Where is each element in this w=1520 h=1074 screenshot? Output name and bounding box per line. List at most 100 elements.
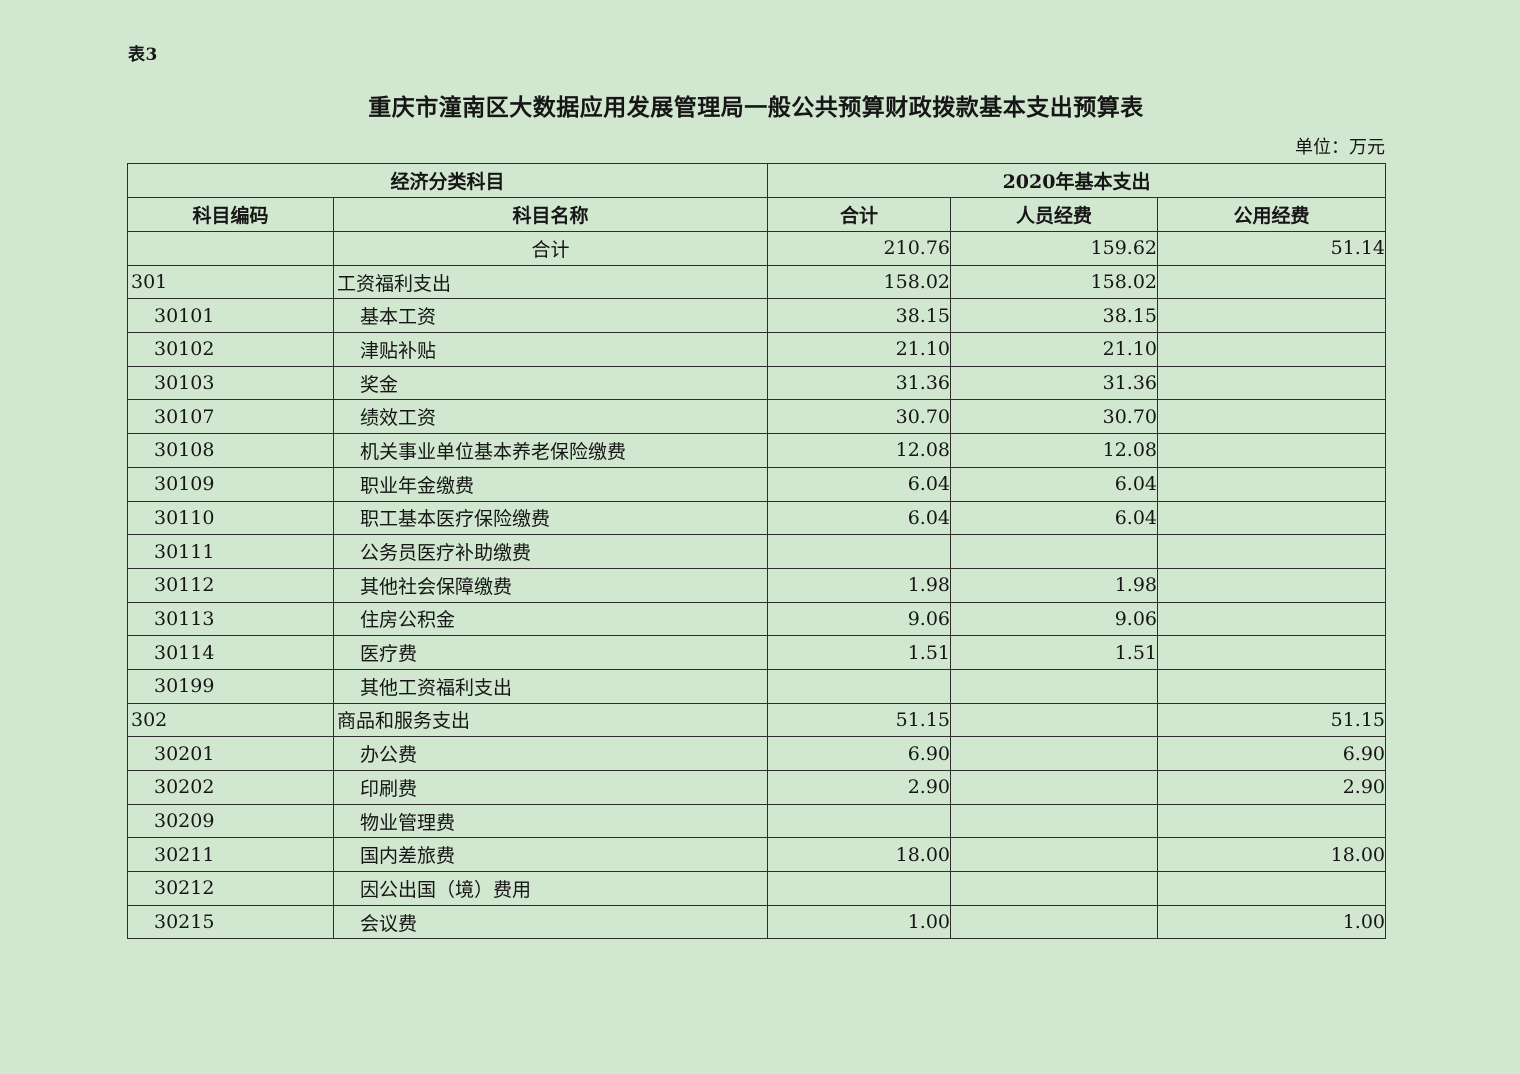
table-row: 30215 会议费 1.00 1.00 — [127, 904, 1387, 940]
cell-total: 1.51 — [767, 635, 952, 670]
cell-personnel-funds — [950, 736, 1159, 771]
cell-subject-name: 奖金 — [332, 365, 769, 401]
table-row: 30110 职工基本医疗保险缴费 6.04 6.04 — [127, 500, 1387, 536]
column-header-subject-code: 科目编码 — [127, 197, 334, 232]
cell-total: 38.15 — [767, 298, 952, 334]
cell-total: 2.90 — [767, 770, 952, 805]
cell-subject-name: 商品和服务支出 — [332, 702, 769, 738]
cell-total: 21.10 — [767, 332, 952, 367]
cell-total — [767, 668, 952, 704]
cell-total: 158.02 — [767, 264, 952, 300]
cell-subject-name: 津贴补贴 — [332, 332, 769, 367]
cell-subject-name: 机关事业单位基本养老保险缴费 — [332, 433, 769, 468]
cell-public-funds: 51.15 — [1157, 702, 1387, 738]
header-columns-row: 科目编码 科目名称 合计 人员经费 公用经费 — [127, 197, 1387, 232]
cell-personnel-funds: 159.62 — [950, 231, 1159, 266]
cell-personnel-funds: 12.08 — [950, 433, 1159, 468]
cell-personnel-funds: 21.10 — [950, 332, 1159, 367]
cell-personnel-funds — [950, 871, 1159, 906]
cell-subject-name: 因公出国（境）费用 — [332, 871, 769, 906]
cell-personnel-funds: 1.51 — [950, 635, 1159, 670]
cell-total: 210.76 — [767, 231, 952, 266]
cell-subject-code: 30109 — [127, 466, 334, 502]
cell-personnel-funds — [950, 770, 1159, 805]
cell-personnel-funds: 158.02 — [950, 264, 1159, 300]
cell-subject-name: 国内差旅费 — [332, 837, 769, 873]
cell-subject-name: 物业管理费 — [332, 803, 769, 839]
cell-public-funds — [1157, 399, 1387, 435]
cell-public-funds — [1157, 298, 1387, 334]
cell-personnel-funds — [950, 534, 1159, 569]
cell-public-funds: 1.00 — [1157, 904, 1387, 940]
cell-public-funds — [1157, 567, 1387, 603]
cell-personnel-funds: 6.04 — [950, 466, 1159, 502]
cell-subject-code: 30215 — [127, 904, 334, 940]
cell-subject-code: 301 — [127, 264, 334, 300]
cell-total: 6.90 — [767, 736, 952, 771]
cell-public-funds — [1157, 601, 1387, 637]
cell-total: 6.04 — [767, 500, 952, 536]
cell-subject-code: 30212 — [127, 871, 334, 906]
cell-public-funds: 18.00 — [1157, 837, 1387, 873]
cell-total: 30.70 — [767, 399, 952, 435]
cell-personnel-funds — [950, 837, 1159, 873]
cell-personnel-funds — [950, 803, 1159, 839]
cell-subject-name: 职工基本医疗保险缴费 — [332, 500, 769, 536]
cell-public-funds — [1157, 871, 1387, 906]
table-row: 302 商品和服务支出 51.15 51.15 — [127, 702, 1387, 738]
cell-subject-code: 30108 — [127, 433, 334, 468]
table-row: 30209 物业管理费 — [127, 803, 1387, 839]
cell-subject-code: 30103 — [127, 365, 334, 401]
cell-public-funds — [1157, 332, 1387, 367]
cell-subject-code: 30209 — [127, 803, 334, 839]
table-row: 30212 因公出国（境）费用 — [127, 871, 1387, 906]
cell-total — [767, 534, 952, 569]
cell-subject-code: 30113 — [127, 601, 334, 637]
cell-subject-code: 30102 — [127, 332, 334, 367]
table-row: 30199 其他工资福利支出 — [127, 668, 1387, 704]
cell-public-funds — [1157, 500, 1387, 536]
cell-personnel-funds — [950, 904, 1159, 940]
page-title: 重庆市潼南区大数据应用发展管理局一般公共预算财政拨款基本支出预算表 — [368, 94, 1144, 120]
cell-subject-name: 绩效工资 — [332, 399, 769, 435]
cell-subject-code: 30107 — [127, 399, 334, 435]
cell-subject-code: 30211 — [127, 837, 334, 873]
header-2020-basic-expenditure: 2020年基本支出 — [767, 163, 1387, 198]
table-row: 合计 210.76 159.62 51.14 — [127, 231, 1387, 266]
column-header-subject-name: 科目名称 — [332, 197, 769, 232]
table-row: 30102 津贴补贴 21.10 21.10 — [127, 332, 1387, 367]
cell-subject-name: 职业年金缴费 — [332, 466, 769, 502]
cell-public-funds — [1157, 803, 1387, 839]
table-row: 30108 机关事业单位基本养老保险缴费 12.08 12.08 — [127, 433, 1387, 468]
table-row: 30111 公务员医疗补助缴费 — [127, 534, 1387, 569]
column-header-public-funds: 公用经费 — [1157, 197, 1387, 232]
table-row: 30101 基本工资 38.15 38.15 — [127, 298, 1387, 334]
cell-subject-code: 30114 — [127, 635, 334, 670]
cell-total: 31.36 — [767, 365, 952, 401]
cell-subject-name: 办公费 — [332, 736, 769, 771]
cell-total: 1.00 — [767, 904, 952, 940]
cell-personnel-funds: 30.70 — [950, 399, 1159, 435]
cell-total: 12.08 — [767, 433, 952, 468]
table-row: 301 工资福利支出 158.02 158.02 — [127, 264, 1387, 300]
cell-personnel-funds: 38.15 — [950, 298, 1159, 334]
cell-subject-code: 30202 — [127, 770, 334, 805]
budget-table: 经济分类科目 2020年基本支出 科目编码 科目名称 合计 人员经费 公用经费 … — [126, 163, 1387, 940]
cell-public-funds — [1157, 433, 1387, 468]
table-header: 经济分类科目 2020年基本支出 科目编码 科目名称 合计 人员经费 公用经费 — [126, 163, 1387, 232]
cell-subject-code — [127, 231, 334, 266]
cell-subject-name: 医疗费 — [332, 635, 769, 670]
table-row: 30211 国内差旅费 18.00 18.00 — [127, 837, 1387, 873]
table-body: 合计 210.76 159.62 51.14 301 工资福利支出 158.02 158.02… — [127, 231, 1387, 940]
cell-subject-name: 其他工资福利支出 — [332, 668, 769, 704]
table-row: 30113 住房公积金 9.06 9.06 — [127, 601, 1387, 637]
header-group-row: 经济分类科目 2020年基本支出 — [126, 163, 1387, 198]
cell-personnel-funds: 31.36 — [950, 365, 1159, 401]
cell-subject-code: 302 — [127, 702, 334, 738]
cell-public-funds: 51.14 — [1157, 231, 1387, 266]
cell-personnel-funds: 6.04 — [950, 500, 1159, 536]
cell-subject-name: 印刷费 — [332, 770, 769, 805]
table-row: 30107 绩效工资 30.70 30.70 — [127, 399, 1387, 435]
cell-subject-code: 30201 — [127, 736, 334, 771]
cell-public-funds — [1157, 264, 1387, 300]
